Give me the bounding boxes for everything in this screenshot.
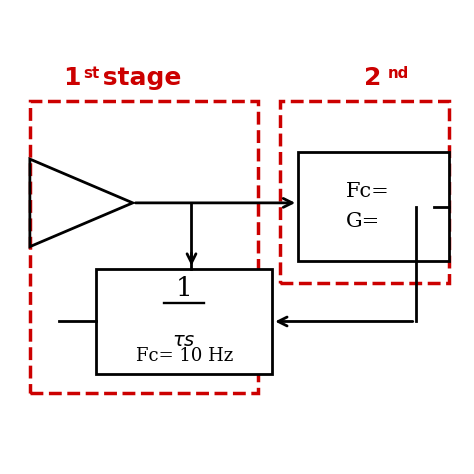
Text: 1: 1 xyxy=(63,66,81,90)
Bar xyxy=(30,100,258,392)
Text: Fc= 10 Hz: Fc= 10 Hz xyxy=(136,347,233,365)
Bar xyxy=(280,100,448,283)
Text: $\tau s$: $\tau s$ xyxy=(173,331,196,350)
Bar xyxy=(298,152,449,261)
Text: nd: nd xyxy=(388,65,409,81)
Text: 2: 2 xyxy=(364,66,382,90)
Text: 1: 1 xyxy=(176,276,192,301)
Bar xyxy=(96,269,272,374)
Text: stage: stage xyxy=(94,66,182,90)
Text: G=: G= xyxy=(346,211,380,231)
Text: st: st xyxy=(83,65,100,81)
Text: Fc=: Fc= xyxy=(346,182,390,201)
